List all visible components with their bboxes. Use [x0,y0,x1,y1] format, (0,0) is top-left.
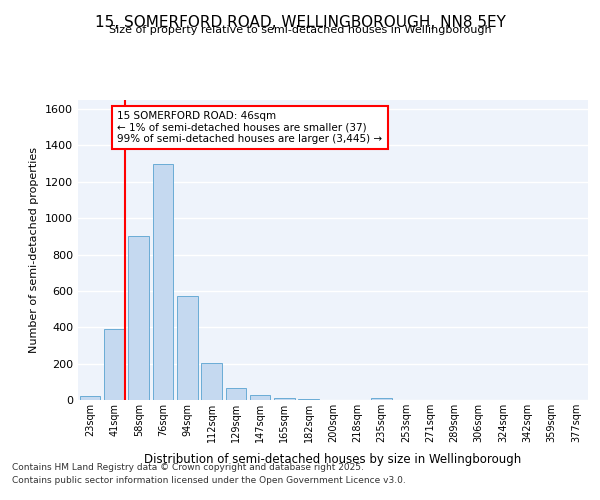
Text: Contains public sector information licensed under the Open Government Licence v3: Contains public sector information licen… [12,476,406,485]
Bar [128,236,149,400]
Bar [80,396,100,400]
Bar [250,394,271,400]
Bar [152,164,173,400]
X-axis label: Distribution of semi-detached houses by size in Wellingborough: Distribution of semi-detached houses by … [145,454,521,466]
Bar [274,398,295,400]
Bar [371,398,392,400]
Y-axis label: Number of semi-detached properties: Number of semi-detached properties [29,147,40,353]
Text: Size of property relative to semi-detached houses in Wellingborough: Size of property relative to semi-detach… [109,25,491,35]
Bar [201,362,222,400]
Text: Contains HM Land Registry data © Crown copyright and database right 2025.: Contains HM Land Registry data © Crown c… [12,464,364,472]
Bar [104,329,125,400]
Text: 15, SOMERFORD ROAD, WELLINGBOROUGH, NN8 5EY: 15, SOMERFORD ROAD, WELLINGBOROUGH, NN8 … [95,15,505,30]
Text: 15 SOMERFORD ROAD: 46sqm
← 1% of semi-detached houses are smaller (37)
99% of se: 15 SOMERFORD ROAD: 46sqm ← 1% of semi-de… [118,111,382,144]
Bar [177,296,197,400]
Bar [226,388,246,400]
